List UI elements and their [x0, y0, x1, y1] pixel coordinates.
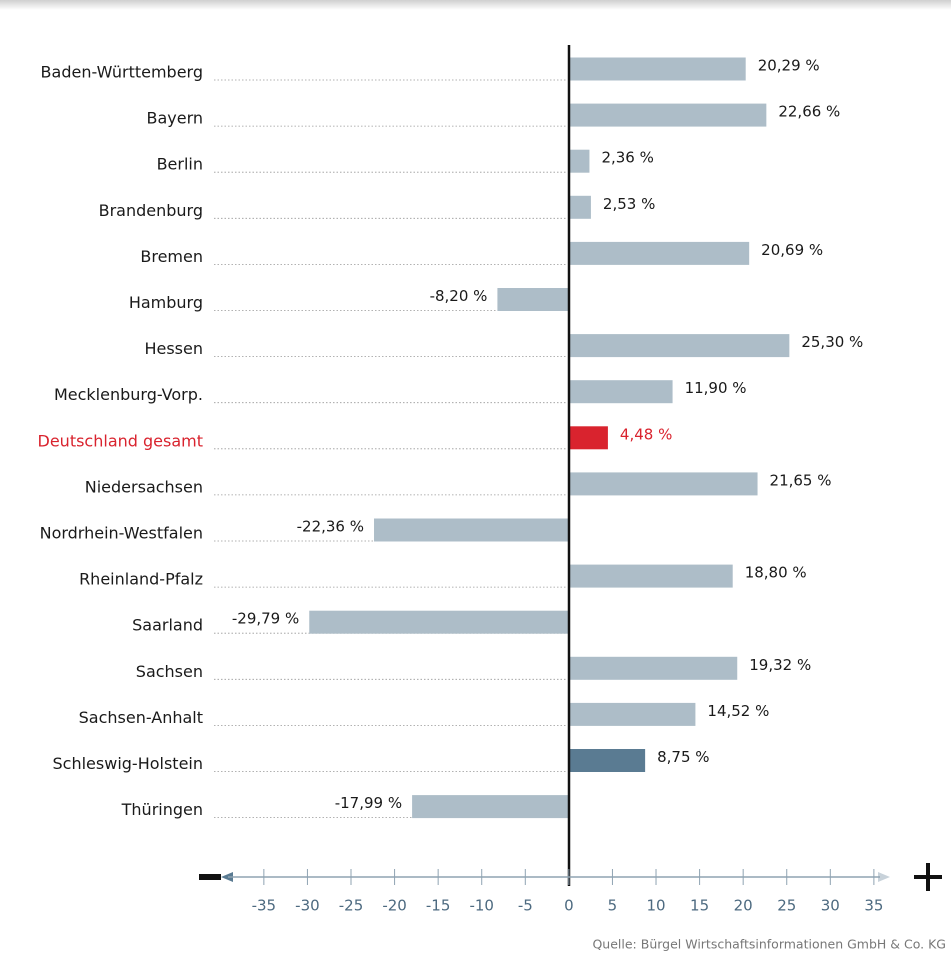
bar [568, 564, 733, 588]
category-label: Sachsen [136, 662, 203, 681]
value-label: 22,66 % [778, 103, 840, 121]
category-label: Rheinland-Pfalz [79, 570, 203, 589]
value-label: -22,36 % [297, 518, 364, 536]
category-label: Baden-Württemberg [41, 63, 203, 82]
x-tick-label: 0 [564, 897, 574, 915]
category-label: Niedersachsen [85, 477, 203, 496]
value-label: 21,65 % [770, 471, 832, 489]
value-label: -17,99 % [335, 794, 402, 812]
value-label: -29,79 % [232, 610, 299, 628]
value-label: 11,90 % [685, 379, 747, 397]
category-label: Bremen [140, 247, 203, 266]
category-label: Hessen [144, 339, 203, 358]
x-tick-label: -35 [252, 897, 277, 915]
bar [568, 472, 758, 496]
category-label: Nordrhein-Westfalen [40, 524, 203, 543]
bar [568, 702, 696, 726]
x-tick-label: -15 [426, 897, 451, 915]
plus-sign [926, 863, 930, 891]
value-label: 25,30 % [801, 333, 863, 351]
category-label: Berlin [157, 155, 203, 174]
x-tick-label: 5 [608, 897, 618, 915]
category-label: Saarland [132, 616, 203, 635]
bar [568, 334, 790, 358]
value-label: 18,80 % [745, 564, 807, 582]
x-tick-label: -5 [518, 897, 533, 915]
category-label: Mecklenburg-Vorp. [54, 385, 203, 404]
bar [568, 57, 746, 81]
bar [568, 103, 767, 127]
category-label: Deutschland gesamt [38, 431, 203, 450]
bar [568, 195, 591, 219]
value-label: 20,29 % [758, 57, 820, 75]
bar [309, 610, 569, 634]
x-tick-label: -30 [295, 897, 320, 915]
bar [568, 656, 738, 680]
category-label: Schleswig-Holstein [53, 754, 203, 773]
x-tick-label: -25 [339, 897, 364, 915]
value-label: 4,48 % [620, 425, 672, 443]
minus-sign [199, 874, 221, 880]
source: Quelle: Bürgel Wirtschaftsinformationen … [592, 937, 946, 952]
bar [374, 518, 569, 542]
x-tick-label: 10 [646, 897, 665, 915]
category-label: Bayern [146, 109, 203, 128]
bar [568, 749, 646, 772]
value-label: -8,20 % [430, 287, 488, 305]
x-tick-label: 35 [864, 897, 883, 915]
x-tick-label: 20 [734, 897, 753, 915]
value-label: 2,53 % [603, 195, 655, 213]
category-label: Brandenburg [99, 201, 203, 220]
value-label: 2,36 % [601, 149, 653, 167]
x-tick-label: -20 [382, 897, 407, 915]
value-label: 19,32 % [749, 656, 811, 674]
x-tick-label: 25 [777, 897, 796, 915]
value-label: 20,69 % [761, 241, 823, 259]
right-arrow [878, 872, 890, 882]
top-strip [0, 0, 951, 10]
x-tick-label: 15 [690, 897, 709, 915]
category-label: Hamburg [129, 293, 203, 312]
bar [568, 241, 750, 265]
bar [568, 426, 608, 450]
left-arrow [221, 872, 233, 882]
value-label: 14,52 % [707, 702, 769, 720]
x-tick-label: 30 [821, 897, 840, 915]
category-label: Sachsen-Anhalt [79, 708, 203, 727]
value-label: 8,75 % [657, 748, 709, 766]
bar [568, 149, 590, 173]
bar [497, 288, 569, 311]
x-tick-label: -10 [469, 897, 494, 915]
category-label: Thüringen [121, 800, 203, 819]
bar [568, 380, 673, 404]
bar [412, 795, 569, 819]
